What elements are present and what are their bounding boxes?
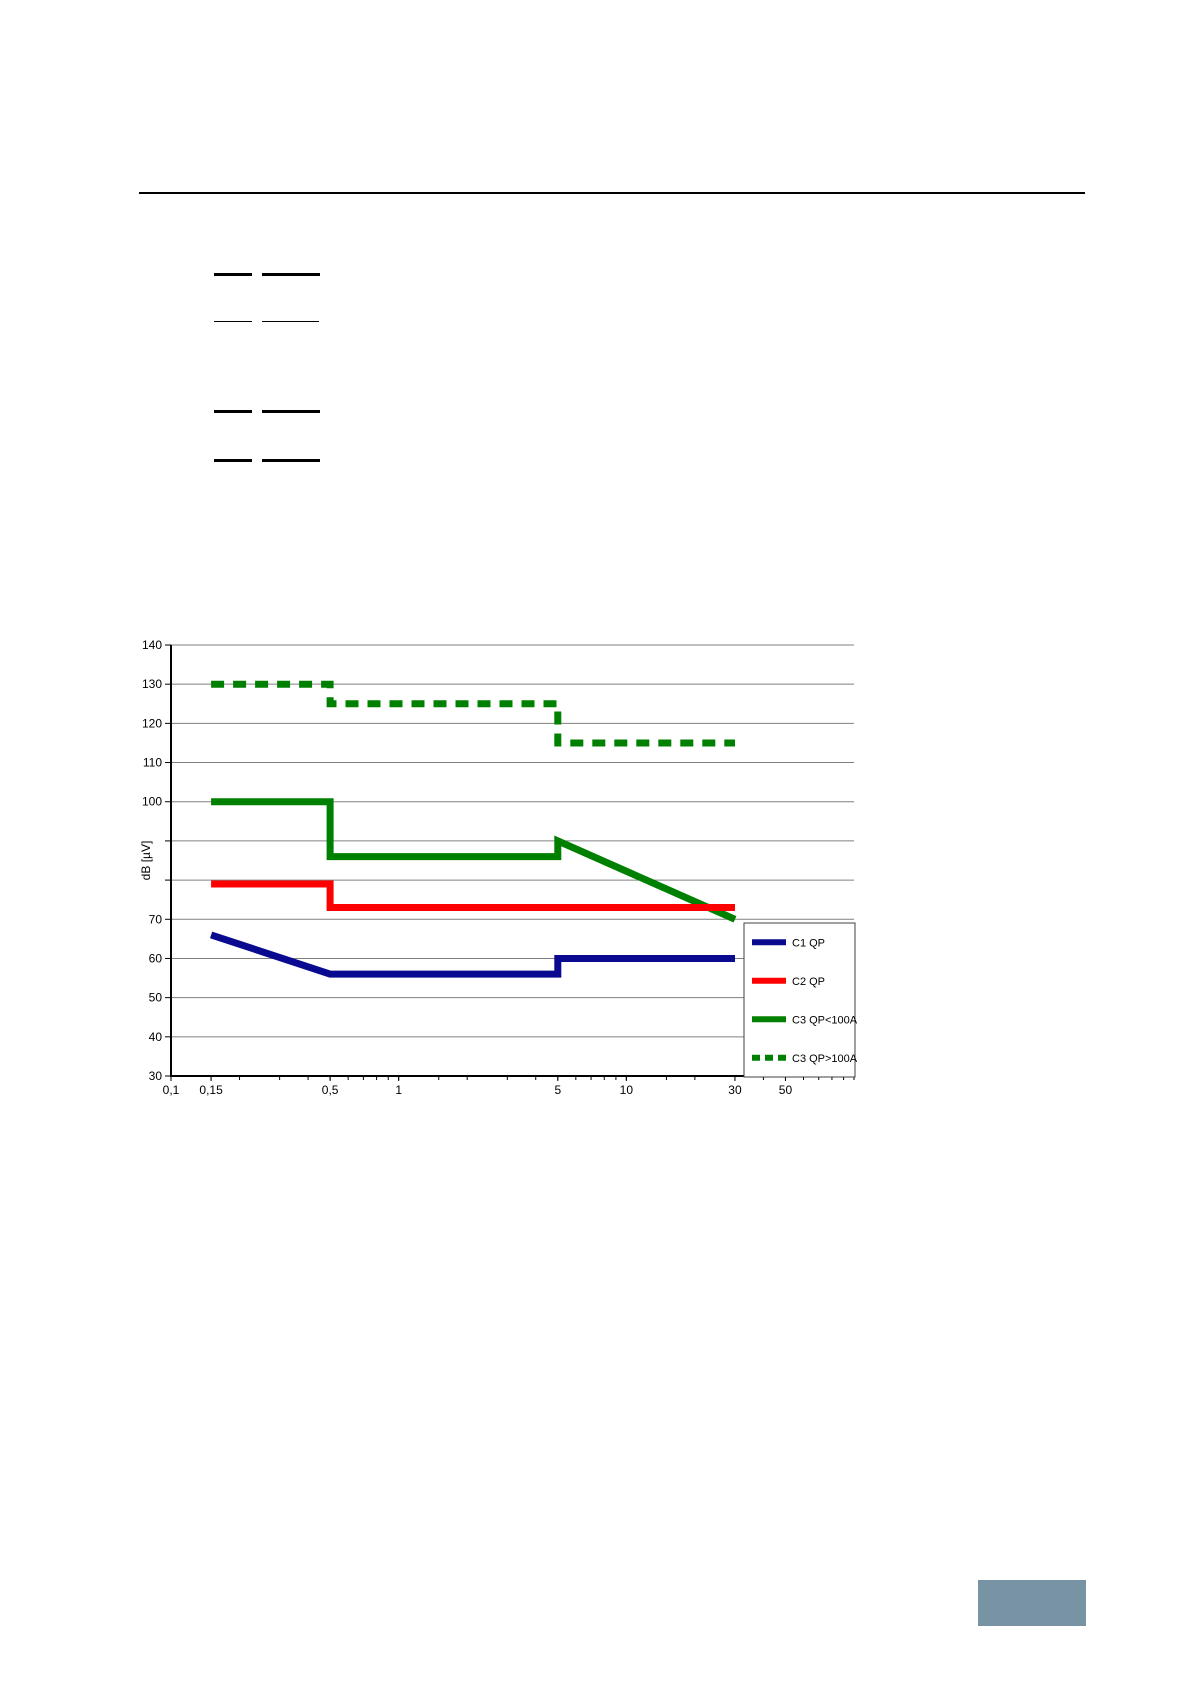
fraction-bar-4-left xyxy=(214,459,252,462)
legend-label-c3-qp-100a: C3 QP>100A xyxy=(792,1053,858,1065)
x-tick-label-0.5: 0,5 xyxy=(322,1083,339,1097)
x-tick-label-0.15: 0,15 xyxy=(199,1083,223,1097)
fraction-bar-4-right xyxy=(262,459,320,462)
legend-box xyxy=(743,922,856,1078)
y-tick-label-110: 110 xyxy=(143,756,162,770)
x-tick-label-1: 1 xyxy=(395,1083,402,1097)
x-tick-label-10: 10 xyxy=(620,1083,634,1097)
series-line-c1-qp xyxy=(210,931,735,978)
fraction-bar-1-left xyxy=(214,273,252,276)
y-tick-label-60: 60 xyxy=(149,951,163,965)
legend-label-c1-qp: C1 QP xyxy=(792,937,825,949)
x-tick-label-30: 30 xyxy=(728,1083,742,1097)
x-tick-label-5: 5 xyxy=(554,1083,561,1097)
y-axis-title: dB [µV] xyxy=(139,841,153,881)
x-tick-label-50: 50 xyxy=(779,1083,793,1097)
y-tick-label-50: 50 xyxy=(149,991,163,1005)
y-tick-label-140: 140 xyxy=(142,638,162,652)
legend-label-c3-qp-100a: C3 QP<100A xyxy=(792,1014,858,1026)
y-tick-label-120: 120 xyxy=(142,716,162,730)
series-line-c3-qp-100a xyxy=(211,680,735,747)
fraction-bar-3-right xyxy=(262,410,320,413)
series-line-c3-qp-100a xyxy=(211,798,737,923)
fraction-bar-1-right xyxy=(262,273,320,276)
y-tick-label-30: 30 xyxy=(149,1069,163,1083)
fraction-bar-2-right xyxy=(262,321,319,322)
footer-highlight-box xyxy=(978,1580,1086,1626)
header-rule xyxy=(139,192,1085,194)
legend-label-c2-qp: C2 QP xyxy=(792,976,825,988)
fraction-bar-3-left xyxy=(214,410,252,413)
x-tick-label-0.1: 0,1 xyxy=(163,1083,180,1097)
fraction-bar-2-left xyxy=(214,321,252,322)
y-tick-label-70: 70 xyxy=(149,912,163,926)
series-line-c2-qp xyxy=(211,880,735,911)
emissions-limit-chart: 30 40 50 60 70 100 110 120 130 140 0,1 0,15 0,5 1 5 10 3… xyxy=(139,638,858,1097)
y-tick-label-130: 130 xyxy=(142,677,162,691)
y-tick-label-100: 100 xyxy=(142,795,162,809)
y-tick-label-40: 40 xyxy=(149,1030,163,1044)
